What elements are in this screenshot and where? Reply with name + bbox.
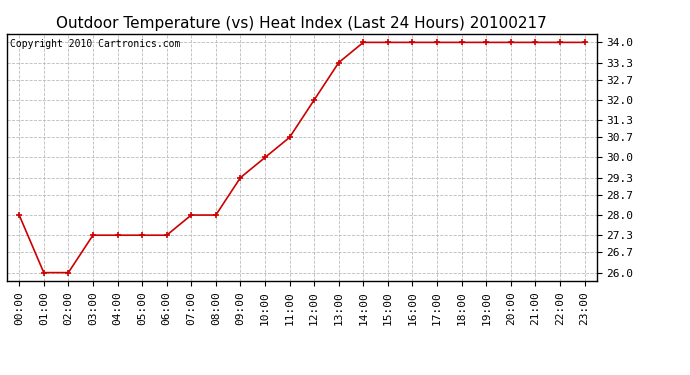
Title: Outdoor Temperature (vs) Heat Index (Last 24 Hours) 20100217: Outdoor Temperature (vs) Heat Index (Las…	[57, 16, 547, 31]
Text: Copyright 2010 Cartronics.com: Copyright 2010 Cartronics.com	[10, 39, 180, 49]
